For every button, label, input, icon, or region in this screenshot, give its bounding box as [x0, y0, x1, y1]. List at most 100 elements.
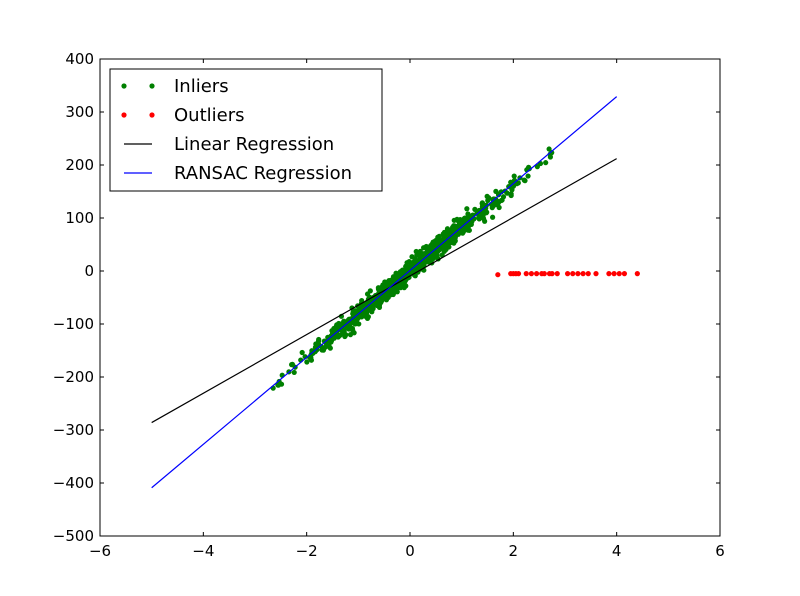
y-tick-label: 200 — [65, 156, 94, 174]
axis-ticks — [99, 58, 721, 537]
inlier-point — [357, 308, 363, 315]
y-tick-label: −200 — [53, 368, 94, 386]
inlier-point — [484, 209, 490, 215]
inlier-point — [465, 211, 471, 217]
inlier-point — [304, 359, 310, 365]
inlier-point — [346, 322, 353, 328]
outlier-point — [523, 271, 529, 277]
inlier-point — [485, 197, 491, 204]
inlier-point — [397, 270, 404, 277]
inlier-point — [500, 194, 507, 200]
inlier-point — [460, 229, 467, 235]
outlier-point — [515, 271, 522, 277]
legend-label: Outliers — [174, 105, 245, 126]
y-tick-label: 100 — [65, 209, 94, 227]
inlier-point — [367, 288, 373, 294]
inlier-point — [386, 278, 392, 284]
inlier-point — [399, 280, 405, 287]
legend-marker — [149, 112, 155, 118]
inlier-point — [421, 251, 427, 257]
y-tick-label: 0 — [84, 262, 94, 280]
inlier-point — [409, 254, 415, 260]
y-tick-label: −100 — [53, 315, 94, 333]
inlier-point — [490, 214, 496, 220]
outlier-point — [585, 271, 591, 277]
inlier-point — [341, 322, 347, 328]
inlier-point — [341, 331, 347, 337]
outliers-series — [495, 271, 640, 278]
x-tick-label: 4 — [612, 542, 622, 560]
x-axis-tick-labels: −6 −4 −2 0 2 4 6 — [89, 542, 725, 560]
inlier-point — [453, 233, 459, 239]
y-tick-label: 400 — [65, 50, 94, 68]
outlier-point — [541, 271, 547, 277]
inlier-point — [495, 192, 502, 198]
inlier-point — [534, 164, 540, 170]
y-tick-label: 300 — [65, 103, 94, 121]
inlier-point — [462, 215, 468, 221]
inlier-point — [472, 206, 478, 212]
ransac-regression-line — [151, 96, 618, 489]
outlier-point — [621, 271, 628, 277]
inlier-point — [323, 344, 329, 350]
inlier-point — [504, 190, 510, 196]
outlier-point — [495, 272, 501, 278]
outlier-point — [570, 271, 576, 277]
legend-label: Inliers — [174, 76, 229, 97]
x-tick-label: 0 — [405, 542, 415, 560]
legend-box — [109, 68, 383, 192]
inlier-point — [515, 180, 521, 186]
inlier-point — [525, 173, 531, 179]
inlier-point — [376, 302, 383, 309]
inlier-point — [547, 154, 553, 160]
inlier-point — [498, 197, 504, 204]
outlier-point — [564, 271, 571, 277]
inlier-point — [275, 382, 281, 388]
linear-regression-line — [151, 158, 617, 424]
regression-lines — [151, 96, 618, 489]
inlier-point — [468, 221, 474, 227]
outlier-point — [575, 271, 581, 277]
inlier-point — [484, 193, 490, 199]
legend-marker — [121, 83, 127, 89]
outlier-point — [554, 271, 560, 277]
outlier-point — [528, 271, 535, 277]
y-tick-label: −400 — [53, 474, 94, 492]
inlier-point — [525, 164, 532, 170]
outlier-point — [606, 271, 612, 277]
outlier-point — [580, 271, 586, 277]
inlier-point — [350, 320, 356, 326]
inlier-point — [521, 177, 527, 183]
inlier-point — [508, 192, 514, 199]
legend-label: Linear Regression — [174, 134, 334, 155]
inlier-point — [511, 173, 517, 179]
x-tick-label: −4 — [192, 542, 214, 560]
inlier-point — [449, 226, 456, 232]
outlier-point — [611, 271, 617, 277]
legend-label: RANSAC Regression — [174, 163, 352, 184]
legend-item: Outliers — [121, 105, 245, 126]
inlier-point — [464, 206, 470, 212]
legend: Inliers Outliers Linear Regression RANSAC R… — [109, 68, 383, 192]
y-tick-label: −500 — [53, 527, 94, 545]
inlier-point — [428, 253, 435, 259]
inlier-point — [434, 240, 441, 247]
inlier-point — [546, 146, 552, 152]
legend-item: RANSAC Regression — [124, 163, 352, 184]
legend-item: Linear Regression — [124, 134, 334, 155]
inlier-point — [434, 253, 440, 259]
inlier-point — [327, 345, 333, 351]
x-tick-label: −6 — [89, 542, 111, 560]
inliers-series — [270, 146, 555, 391]
x-tick-label: 6 — [715, 542, 725, 560]
inlier-point — [394, 286, 400, 292]
inlier-point — [543, 160, 549, 166]
inlier-point — [417, 248, 423, 254]
inlier-point — [319, 347, 325, 353]
inlier-point — [365, 314, 371, 320]
legend-item: Inliers — [121, 76, 229, 97]
inlier-point — [351, 330, 357, 336]
inlier-point — [308, 352, 314, 358]
inlier-point — [451, 217, 457, 223]
x-tick-label: −2 — [296, 542, 318, 560]
